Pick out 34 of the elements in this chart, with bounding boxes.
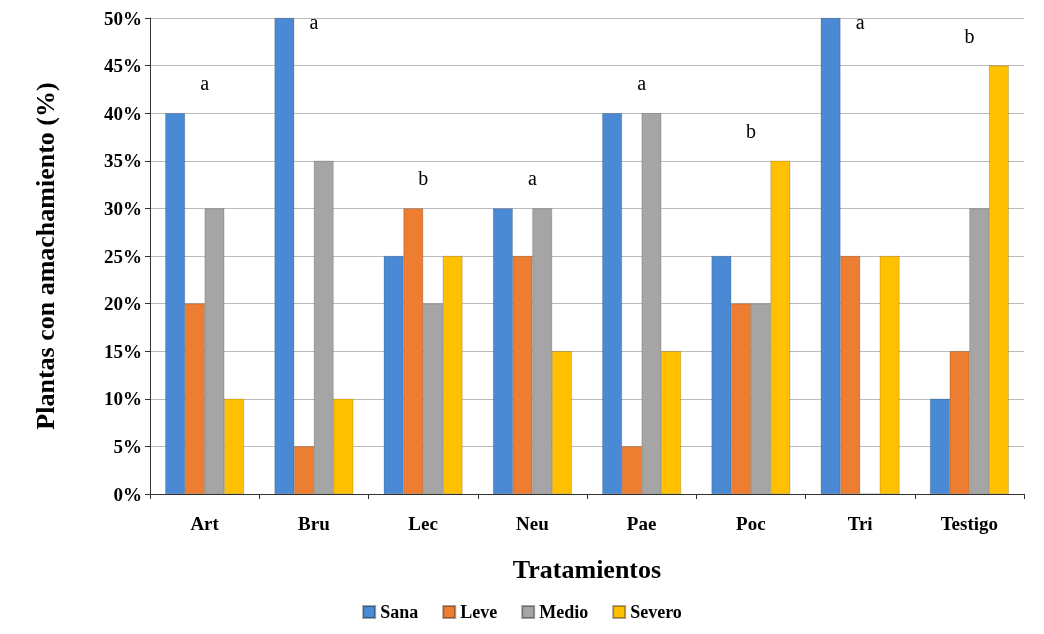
x-tick-label: Testigo <box>940 513 999 534</box>
y-tick-label: 45% <box>104 55 142 77</box>
x-axis-title: Tratamientos <box>512 554 662 584</box>
y-axis-title: Plantas con amachamiento (%) <box>30 82 60 430</box>
y-tick-label: 15% <box>104 340 142 362</box>
y-tick-label: 50% <box>104 7 142 29</box>
y-tick-label: 0% <box>113 483 142 505</box>
legend-label: Severo <box>630 602 682 622</box>
y-tick-label: 25% <box>104 245 142 267</box>
annotation: a <box>200 72 210 95</box>
annotation: a <box>527 167 537 190</box>
y-tick-label: 40% <box>104 102 142 124</box>
x-tick-label: Poc <box>736 513 766 534</box>
legend-label: Medio <box>539 602 589 622</box>
x-tick-label: Tri <box>847 513 873 534</box>
bar <box>879 256 900 494</box>
y-tick-label: 5% <box>113 435 142 457</box>
y-tick-label: 20% <box>104 293 142 315</box>
x-tick-label: Bru <box>298 513 331 534</box>
annotation: a <box>309 11 319 33</box>
y-tick-label: 35% <box>104 150 142 172</box>
legend-label: Leve <box>460 602 498 622</box>
y-tick-label: 10% <box>104 388 142 410</box>
annotation: b <box>745 119 756 142</box>
x-tick-label: Art <box>190 513 220 534</box>
annotation: b <box>964 24 975 47</box>
x-tick-label: Neu <box>516 513 550 534</box>
annotation: a <box>855 11 865 33</box>
annotation: a <box>637 72 647 95</box>
x-tick-label: Lec <box>408 513 438 534</box>
x-tick-label: Pae <box>626 513 657 534</box>
annotation: b <box>418 167 429 190</box>
legend-label: Sana <box>380 602 419 622</box>
y-tick-label: 30% <box>104 197 142 219</box>
